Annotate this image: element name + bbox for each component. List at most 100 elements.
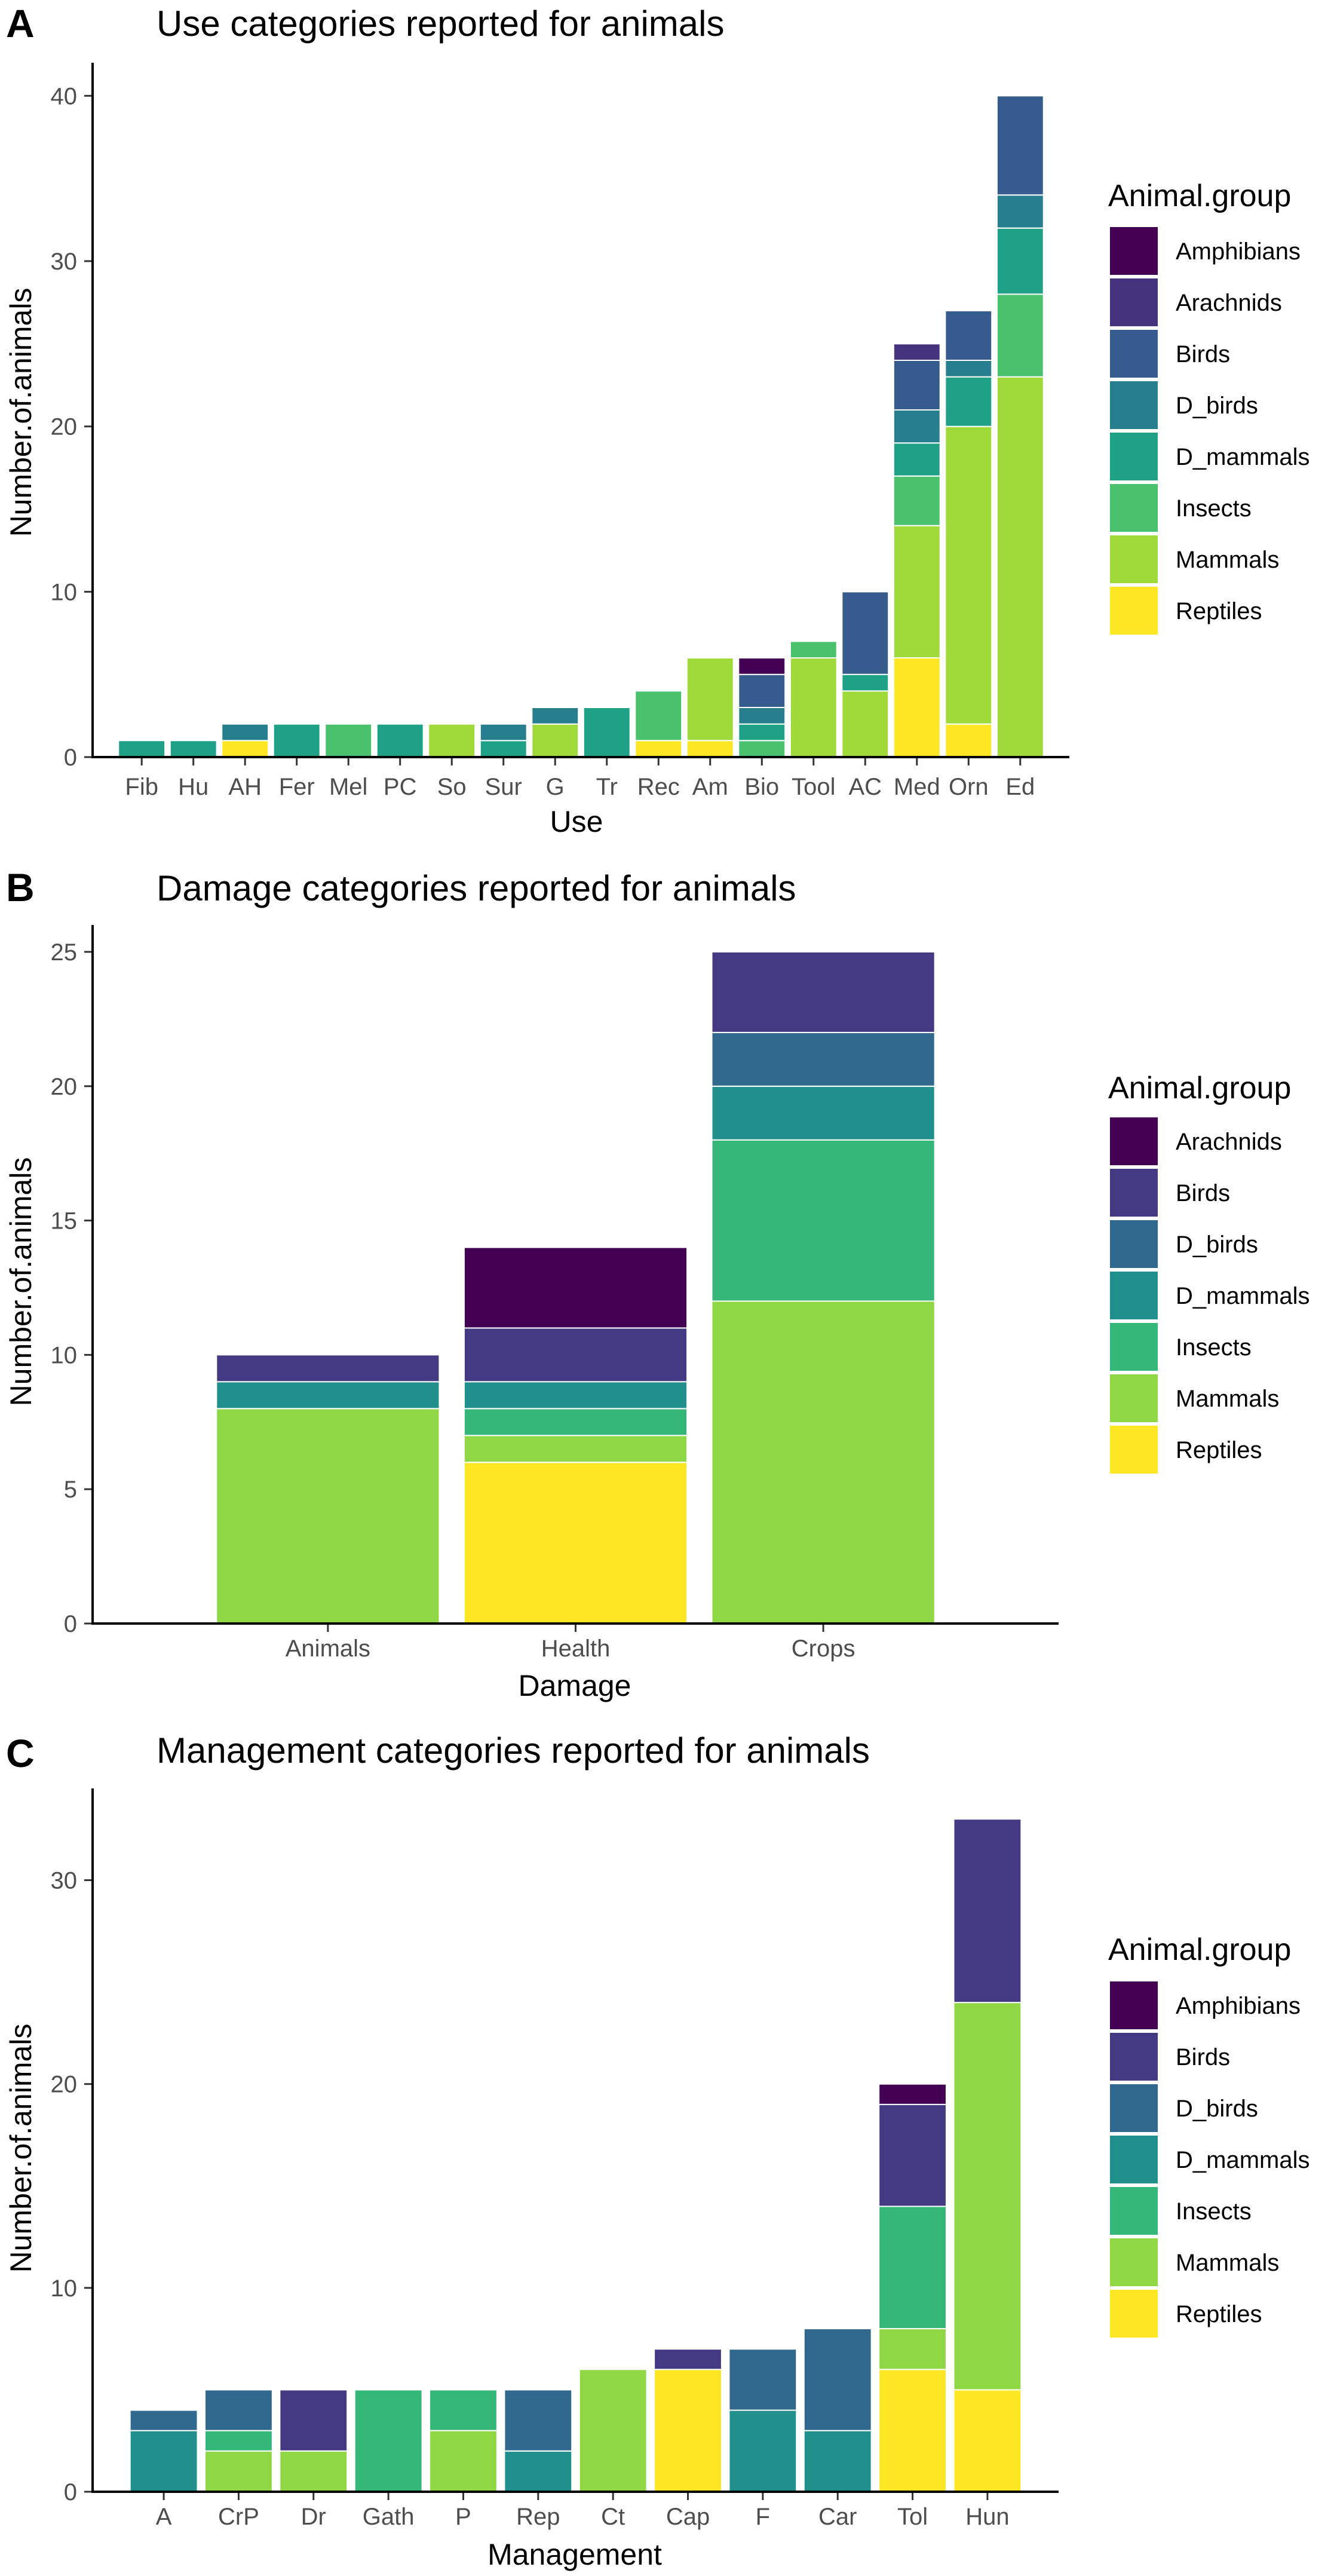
bar-segment-med-d-birds xyxy=(893,409,941,444)
bar-segment-ed-d-mammals xyxy=(996,227,1044,295)
legend-key-insects xyxy=(1110,484,1158,532)
bar-segment-hu-d-mammals xyxy=(169,740,217,758)
bar-segment-cap-birds xyxy=(654,2348,722,2370)
x-tick-label-g: G xyxy=(546,774,565,800)
legend-key-mammals xyxy=(1110,2238,1158,2286)
legend-label-d-mammals: D_mammals xyxy=(1176,2147,1309,2173)
bar-segment-g-d-birds xyxy=(531,707,579,725)
bar-segment-tool-mammals xyxy=(789,657,838,758)
x-tick-label-dr: Dr xyxy=(301,2504,326,2530)
bar-segment-crp-d-birds xyxy=(204,2389,273,2431)
y-ticks-use: 0 10 20 30 40 xyxy=(51,83,93,771)
bar-segment-animals-d-mammals xyxy=(216,1381,440,1410)
x-tick-label-rep: Rep xyxy=(516,2504,560,2530)
bar-segment-health-reptiles xyxy=(463,1462,688,1624)
legend-label-reptiles: Reptiles xyxy=(1176,2301,1262,2327)
bar-segment-rep-d-birds xyxy=(504,2389,573,2452)
bar-segment-med-arachnids xyxy=(893,343,941,361)
bar-segment-med-birds xyxy=(893,360,941,411)
legend-label-birds: Birds xyxy=(1176,2044,1230,2070)
bar-segment-med-d-mammals xyxy=(893,442,941,477)
x-ticks-damage: Animals Health Crops xyxy=(286,1624,855,1662)
bar-segment-bio-amphibians xyxy=(738,657,786,675)
y-axis-title-management: Number.of.animals xyxy=(4,2024,38,2273)
legend-key-amphibians xyxy=(1110,1981,1158,2029)
legend-label-reptiles: Reptiles xyxy=(1176,598,1262,624)
bar-segment-pc-d-mammals xyxy=(376,723,424,758)
x-tick-label-fib: Fib xyxy=(125,774,158,800)
x-tick-label-p: P xyxy=(455,2504,471,2530)
y-tick-label: 10 xyxy=(51,579,78,605)
x-tick-label-a: A xyxy=(156,2504,172,2530)
bar-segment-crops-mammals xyxy=(711,1300,936,1624)
legend-use: Animal.group Amphibians Arachnids Birds D_b… xyxy=(1108,179,1309,635)
x-tick-label-mel: Mel xyxy=(329,774,367,800)
bar-segment-f-d-mammals xyxy=(728,2409,798,2492)
bar-segment-tol-mammals xyxy=(878,2328,947,2370)
bar-segment-ah-reptiles xyxy=(221,740,269,758)
panel-c-management-chart: C Management categories reported for ani… xyxy=(4,1730,1309,2571)
y-tick-label: 25 xyxy=(51,939,78,966)
x-tick-label-car: Car xyxy=(818,2504,857,2530)
bar-segment-crp-mammals xyxy=(204,2450,273,2492)
bar-segment-ac-d-mammals xyxy=(841,673,890,692)
panel-a-use-chart: A Use categories reported for animals 0 1… xyxy=(4,1,1309,838)
y-tick-label: 30 xyxy=(51,249,78,275)
bar-segment-bio-insects xyxy=(738,740,786,758)
x-ticks-management: A CrP Dr Gath P Rep Ct Cap F Car Tol Hun xyxy=(156,2492,1010,2530)
bar-segment-crops-d-mammals xyxy=(711,1085,936,1141)
legend-label-amphibians: Amphibians xyxy=(1176,1993,1301,2019)
legend-key-amphibians xyxy=(1110,227,1158,275)
bar-segment-hun-reptiles xyxy=(953,2389,1022,2493)
bar-segment-bio-d-mammals xyxy=(738,723,786,742)
legend-key-reptiles xyxy=(1110,587,1158,635)
bar-segment-bio-birds xyxy=(738,673,786,708)
x-tick-label-bio: Bio xyxy=(744,774,779,800)
bar-segment-sur-d-birds xyxy=(479,723,528,742)
x-tick-label-hun: Hun xyxy=(965,2504,1009,2530)
bar-segment-fib-d-mammals xyxy=(118,740,166,758)
x-tick-label-crops: Crops xyxy=(792,1635,855,1662)
legend-label-birds: Birds xyxy=(1176,1180,1230,1206)
y-tick-label: 20 xyxy=(51,2072,78,2098)
legend-management: Animal.group Amphibians Birds D_birds D_mam… xyxy=(1108,1932,1309,2338)
panel-letter-a: A xyxy=(6,1,35,45)
bar-segment-rep-d-mammals xyxy=(504,2450,573,2492)
x-tick-label-cap: Cap xyxy=(666,2504,710,2530)
bar-segment-a-d-birds xyxy=(129,2409,198,2431)
bar-segment-sur-d-mammals xyxy=(479,740,528,758)
y-tick-label: 5 xyxy=(64,1477,77,1503)
legend-key-d-birds xyxy=(1110,2084,1158,2132)
x-axis-title-management: Management xyxy=(487,2538,662,2571)
legend-label-insects: Insects xyxy=(1176,495,1252,522)
bars-management xyxy=(129,1818,1022,2493)
bar-segment-ed-birds xyxy=(996,95,1044,196)
bar-segment-gath-insects xyxy=(354,2389,423,2493)
legend-label-mammals: Mammals xyxy=(1176,1386,1279,1412)
bar-segment-p-insects xyxy=(429,2389,498,2431)
bar-segment-orn-mammals xyxy=(944,425,993,725)
x-tick-label-tol: Tol xyxy=(897,2504,928,2530)
x-tick-label-animals: Animals xyxy=(286,1635,370,1662)
legend-label-reptiles: Reptiles xyxy=(1176,1437,1262,1463)
y-tick-label: 0 xyxy=(64,2479,77,2505)
bar-segment-g-mammals xyxy=(531,723,579,758)
bar-segment-tol-amphibians xyxy=(878,2083,947,2105)
bar-segment-med-insects xyxy=(893,475,941,526)
legend-key-d-mammals xyxy=(1110,2136,1158,2183)
y-ticks-management: 0 10 20 30 xyxy=(51,1868,93,2505)
legend-key-birds xyxy=(1110,2033,1158,2081)
legend-label-arachnids: Arachnids xyxy=(1176,290,1282,316)
bar-segment-a-d-mammals xyxy=(129,2430,198,2492)
bar-segment-tol-insects xyxy=(878,2206,947,2330)
bar-segment-ah-d-birds xyxy=(221,723,269,742)
x-tick-label-orn: Orn xyxy=(949,774,989,800)
legend-label-mammals: Mammals xyxy=(1176,2250,1279,2276)
y-tick-label: 15 xyxy=(51,1208,78,1235)
bar-segment-rec-reptiles xyxy=(634,740,683,758)
legend-key-reptiles xyxy=(1110,2290,1158,2338)
x-tick-label-health: Health xyxy=(541,1635,611,1662)
x-tick-label-f: F xyxy=(756,2504,770,2530)
bar-segment-bio-d-birds xyxy=(738,707,786,725)
